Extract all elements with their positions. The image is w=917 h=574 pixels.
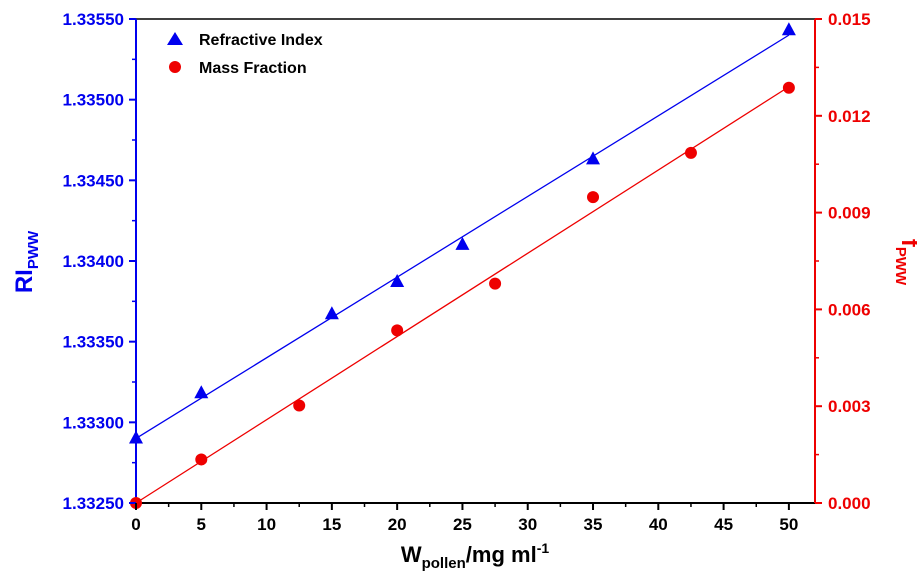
x-tick-label: 20 — [388, 515, 407, 534]
refractive-index-point — [324, 306, 339, 320]
x-axis-title: Wpollen/mg ml-1 — [401, 540, 550, 572]
refractive-index-point — [129, 430, 143, 444]
x-tick-label: 50 — [779, 515, 798, 534]
mass-fraction-point — [391, 324, 404, 337]
x-tick-label: 45 — [714, 515, 733, 534]
mass-fraction-point — [489, 277, 502, 290]
y-right-tick-label: 0.000 — [828, 494, 871, 513]
mass-fraction-point — [195, 453, 208, 466]
x-tick-label: 0 — [131, 515, 140, 534]
mass-fraction-fit-line — [135, 86, 790, 504]
y-left-tick-label: 1.33550 — [63, 10, 124, 29]
refractive-index-point — [194, 385, 209, 399]
y-left-axis-title: RIPWW — [11, 230, 42, 293]
x-tick-label: 15 — [322, 515, 341, 534]
x-tick-label: 30 — [518, 515, 537, 534]
mass-fraction-point — [684, 146, 697, 159]
mass-fraction-point — [293, 399, 306, 412]
right-y-axis: 0.000 0.003 0.006 0.009 0.012 0.015 — [815, 10, 871, 513]
y-right-tick-label: 0.012 — [828, 107, 871, 126]
y-left-tick-label: 1.33250 — [63, 494, 124, 513]
mass-fraction-point — [587, 191, 600, 204]
refractive-index-point — [781, 22, 796, 36]
legend-label-refractive-index: Refractive Index — [199, 32, 323, 49]
x-tick-label: 35 — [584, 515, 603, 534]
y-right-tick-label: 0.015 — [828, 10, 871, 29]
y-right-axis-title: fPWW — [892, 239, 917, 286]
y-right-tick-label: 0.006 — [828, 300, 871, 319]
legend-triangle-marker — [167, 32, 183, 45]
y-left-tick-label: 1.33500 — [63, 91, 124, 110]
fit-lines — [135, 34, 790, 504]
y-right-tick-label: 0.003 — [828, 397, 871, 416]
y-left-tick-label: 1.33400 — [63, 252, 124, 271]
y-left-tick-label: 1.33300 — [63, 413, 124, 432]
left-y-axis: 1.33250 1.33300 1.33350 1.33400 1.33450 1.335… — [63, 10, 136, 513]
y-right-tick-label: 0.009 — [828, 204, 871, 223]
mass-fraction-point — [782, 81, 795, 94]
y-left-tick-label: 1.33350 — [63, 333, 124, 352]
legend: Refractive Index Mass Fraction — [167, 32, 323, 77]
y-left-tick-label: 1.33450 — [63, 171, 124, 190]
x-tick-label: 5 — [197, 515, 206, 534]
x-tick-label: 10 — [257, 515, 276, 534]
legend-circle-marker — [169, 61, 181, 73]
refractive-index-point — [455, 236, 470, 250]
legend-label-mass-fraction: Mass Fraction — [199, 60, 307, 77]
refractive-index-point — [586, 151, 601, 165]
plot-frame — [135, 18, 816, 504]
x-axis: 0 5 10 15 20 25 30 35 40 45 50 — [131, 503, 798, 534]
refractive-index-point — [390, 273, 405, 287]
x-tick-label: 25 — [453, 515, 472, 534]
x-tick-label: 40 — [649, 515, 668, 534]
data-markers — [129, 22, 796, 509]
refractive-index-fit-line — [135, 34, 790, 440]
